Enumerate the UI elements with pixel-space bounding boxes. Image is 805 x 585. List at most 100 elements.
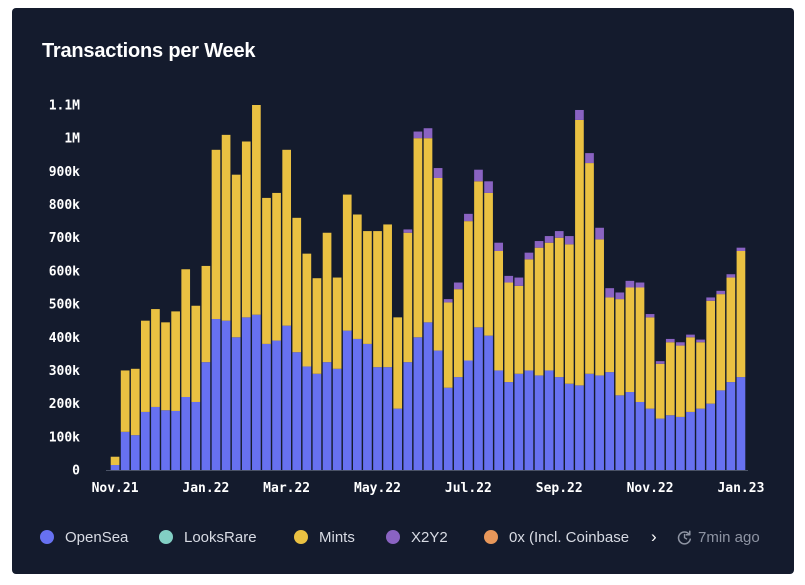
legend-item-0x[interactable]: 0x (Incl. Coinbase: [484, 526, 629, 548]
bar-opensea[interactable]: [332, 368, 342, 470]
bar-mints[interactable]: [120, 370, 130, 432]
bar-mints[interactable]: [393, 317, 403, 409]
bar-mints[interactable]: [484, 192, 493, 336]
bar-mints[interactable]: [181, 269, 191, 397]
bar-x2y2[interactable]: [655, 361, 665, 364]
bar-x2y2[interactable]: [443, 299, 453, 303]
bar-opensea[interactable]: [191, 401, 201, 470]
bar-mints[interactable]: [221, 134, 231, 321]
bar-mints[interactable]: [241, 141, 251, 318]
bar-opensea[interactable]: [181, 397, 191, 470]
bar-opensea[interactable]: [413, 337, 423, 470]
bar-mints[interactable]: [504, 282, 514, 383]
bar-opensea[interactable]: [736, 377, 746, 470]
bar-opensea[interactable]: [544, 370, 554, 470]
bar-mints[interactable]: [524, 259, 534, 371]
bar-x2y2[interactable]: [433, 168, 443, 178]
legend-item-opensea[interactable]: OpenSea: [40, 526, 128, 548]
bar-x2y2[interactable]: [585, 153, 594, 164]
bar-opensea[interactable]: [706, 403, 716, 470]
bar-mints[interactable]: [625, 287, 635, 393]
bar-mints[interactable]: [564, 244, 574, 384]
bar-opensea[interactable]: [494, 370, 504, 470]
bar-mints[interactable]: [403, 232, 413, 363]
bar-opensea[interactable]: [221, 320, 231, 470]
bar-opensea[interactable]: [241, 317, 251, 470]
bar-opensea[interactable]: [393, 408, 403, 470]
bar-mints[interactable]: [575, 119, 584, 386]
bar-opensea[interactable]: [615, 395, 625, 470]
bar-opensea[interactable]: [726, 382, 736, 470]
bar-mints[interactable]: [272, 192, 281, 341]
bar-x2y2[interactable]: [494, 242, 504, 251]
bar-mints[interactable]: [373, 231, 382, 368]
bar-mints[interactable]: [595, 239, 604, 376]
bar-mints[interactable]: [514, 285, 524, 374]
bar-opensea[interactable]: [352, 338, 362, 470]
bar-x2y2[interactable]: [726, 274, 736, 278]
bar-x2y2[interactable]: [645, 314, 655, 318]
bar-opensea[interactable]: [564, 383, 574, 470]
bar-mints[interactable]: [716, 294, 726, 391]
bar-x2y2[interactable]: [554, 231, 564, 238]
bar-opensea[interactable]: [665, 415, 675, 470]
bar-opensea[interactable]: [655, 418, 665, 470]
bar-mints[interactable]: [676, 345, 685, 417]
bar-opensea[interactable]: [605, 372, 615, 470]
bar-mints[interactable]: [352, 214, 362, 339]
chevron-right-icon[interactable]: ›: [651, 527, 657, 546]
bar-opensea[interactable]: [625, 392, 635, 470]
legend-item-looksrare[interactable]: LooksRare: [159, 526, 257, 548]
bar-opensea[interactable]: [403, 362, 413, 470]
bar-mints[interactable]: [655, 363, 665, 419]
bar-x2y2[interactable]: [453, 282, 463, 290]
bar-x2y2[interactable]: [484, 181, 493, 193]
bar-opensea[interactable]: [373, 367, 382, 470]
bar-x2y2[interactable]: [403, 229, 413, 233]
bar-mints[interactable]: [433, 178, 443, 351]
bar-mints[interactable]: [696, 342, 705, 409]
bar-opensea[interactable]: [383, 367, 392, 470]
bar-mints[interactable]: [464, 221, 473, 361]
bar-opensea[interactable]: [342, 330, 352, 470]
bar-opensea[interactable]: [575, 385, 584, 470]
bar-mints[interactable]: [282, 149, 292, 326]
bar-opensea[interactable]: [453, 377, 463, 470]
bar-opensea[interactable]: [140, 411, 150, 470]
bar-x2y2[interactable]: [615, 292, 625, 300]
bar-mints[interactable]: [474, 181, 483, 328]
bar-opensea[interactable]: [262, 343, 271, 470]
bar-mints[interactable]: [191, 305, 201, 402]
bar-opensea[interactable]: [595, 375, 604, 470]
bar-mints[interactable]: [211, 149, 221, 320]
bar-opensea[interactable]: [171, 410, 180, 470]
bar-mints[interactable]: [615, 299, 625, 396]
bar-x2y2[interactable]: [544, 236, 554, 243]
bar-mints[interactable]: [161, 322, 170, 411]
bar-x2y2[interactable]: [605, 288, 615, 298]
bar-mints[interactable]: [363, 231, 372, 344]
bar-opensea[interactable]: [302, 366, 312, 470]
bar-x2y2[interactable]: [413, 131, 423, 139]
bar-x2y2[interactable]: [423, 128, 433, 139]
bar-opensea[interactable]: [120, 431, 130, 470]
bar-mints[interactable]: [140, 320, 150, 412]
bar-x2y2[interactable]: [696, 339, 705, 343]
bar-mints[interactable]: [635, 287, 645, 402]
bar-mints[interactable]: [443, 302, 453, 388]
bar-x2y2[interactable]: [635, 282, 645, 288]
legend-item-x2y2[interactable]: X2Y2: [386, 526, 448, 548]
bar-mints[interactable]: [534, 247, 544, 376]
bar-opensea[interactable]: [151, 406, 160, 470]
legend-item-mints[interactable]: Mints: [294, 526, 355, 548]
bar-opensea[interactable]: [585, 373, 594, 470]
bar-opensea[interactable]: [676, 416, 685, 470]
bar-opensea[interactable]: [211, 319, 221, 470]
bar-mints[interactable]: [413, 138, 423, 338]
bar-x2y2[interactable]: [474, 169, 483, 182]
bar-mints[interactable]: [171, 311, 180, 411]
bar-opensea[interactable]: [231, 337, 241, 470]
bar-mints[interactable]: [544, 242, 554, 371]
bar-mints[interactable]: [736, 251, 746, 378]
bar-mints[interactable]: [252, 105, 261, 315]
